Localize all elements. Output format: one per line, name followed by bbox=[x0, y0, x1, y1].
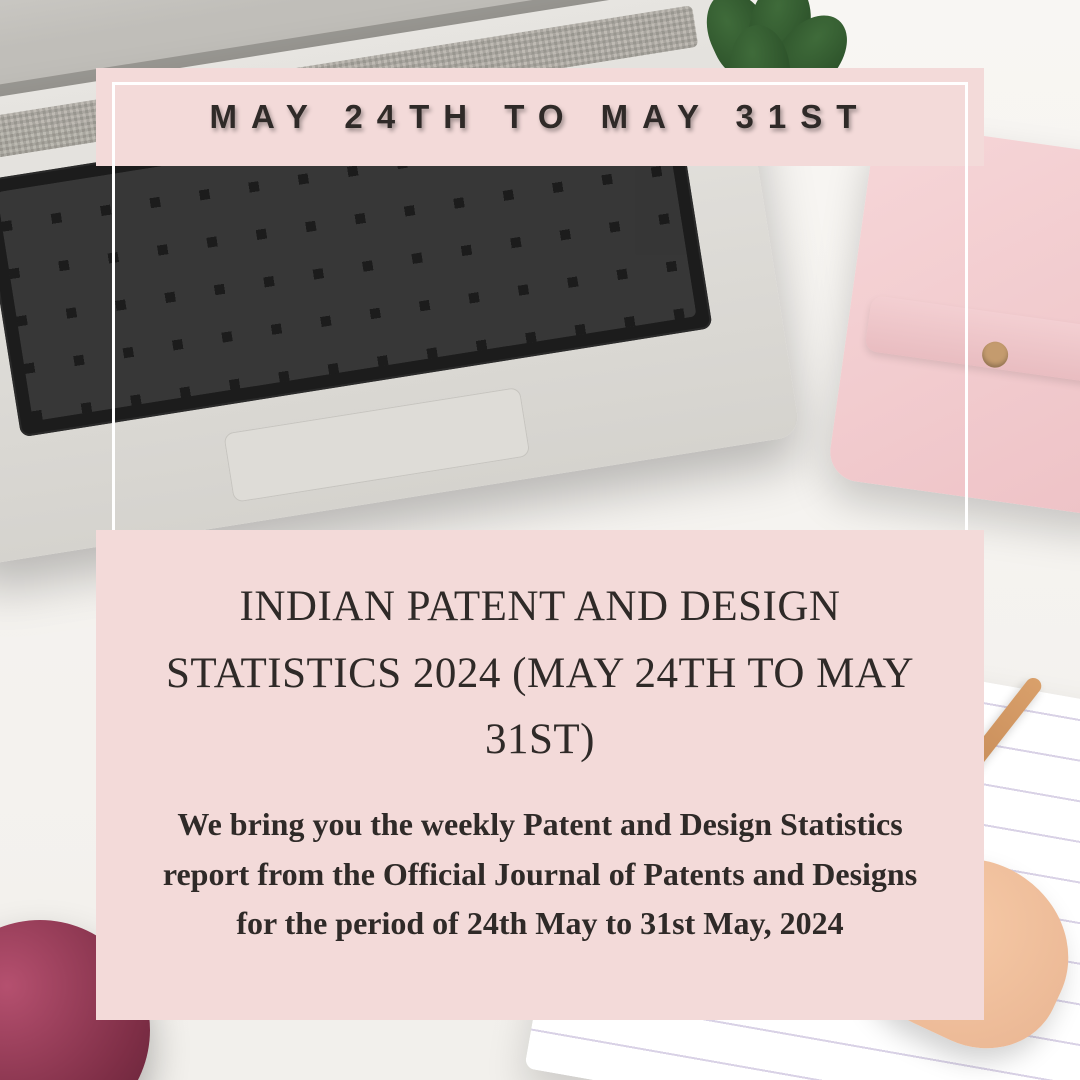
card-body: We bring you the weekly Patent and Desig… bbox=[144, 800, 936, 949]
card-title: INDIAN PATENT AND DESIGN STATISTICS 2024… bbox=[144, 574, 936, 774]
date-band: MAY 24TH TO MAY 31ST bbox=[96, 68, 984, 166]
main-card: INDIAN PATENT AND DESIGN STATISTICS 2024… bbox=[96, 530, 984, 1020]
date-range-label: MAY 24TH TO MAY 31ST bbox=[210, 98, 871, 136]
pouch-illustration bbox=[826, 121, 1080, 519]
